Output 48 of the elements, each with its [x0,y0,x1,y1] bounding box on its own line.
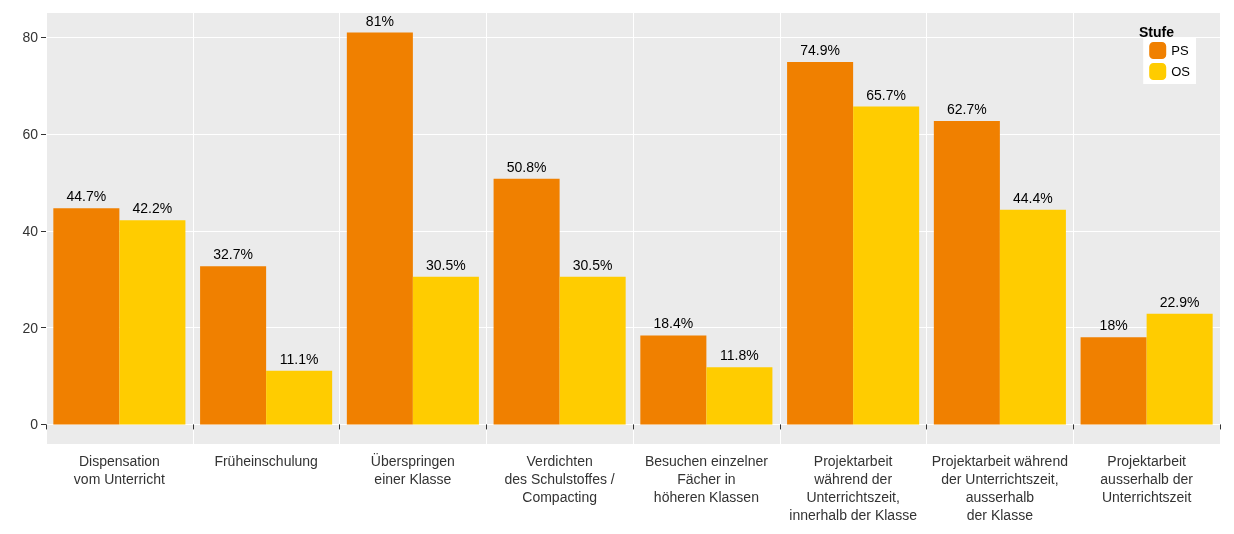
data-label: 18% [1099,317,1128,334]
data-label: 74.9% [800,42,840,59]
bar [53,208,120,425]
bar [266,370,333,425]
x-tick-label: Dispensation vom Unterricht [73,453,165,487]
y-tick-label: 60 [22,126,39,143]
bar [706,367,773,425]
legend-title: Stufe [1139,24,1175,40]
x-tick-label: Besuchen einzelner Fächer in höheren Klassen [644,453,769,505]
data-label: 11.8% [720,347,759,364]
data-label: 30.5% [426,256,466,273]
bar [1146,313,1213,425]
y-tick-label: 80 [22,29,39,46]
bar [346,32,413,425]
legend-label: OS [1171,64,1191,79]
data-label: 50.8% [506,158,547,175]
x-tick-label: Projektarbeit während der Unterrichtszeit, ausserhalb der Klasse [931,453,1068,523]
x-tick-label: Früheinschulung [214,453,318,469]
data-label: 30.5% [572,256,613,273]
data-label: 62.7% [947,101,987,118]
data-label: 32.7% [213,246,253,263]
data-label: 11.1% [279,350,319,367]
legend-label: PS [1171,43,1189,58]
bar [119,220,186,425]
bar [412,276,479,425]
data-label: 18.4% [653,315,694,332]
y-tick-label: 40 [22,222,39,239]
x-tick-label: Verdichten des Schulstoffes / Compacting [504,453,615,505]
bar [853,106,920,425]
bar [999,209,1066,425]
data-label: 81% [365,12,394,29]
bar [493,178,560,425]
bar [559,276,626,425]
data-label: 44.7% [66,188,107,205]
x-tick-label: Projektarbeit während der Unterrichtszeit, innerhalb der Klasse [789,453,918,523]
data-label: 22.9% [1159,293,1200,310]
bar [787,62,854,425]
y-tick-label: 0 [30,416,39,433]
x-tick-label: Projektarbeit ausserhalb der Unterrichtszeit [1100,453,1194,505]
data-label: 65.7% [866,86,906,103]
y-tick-label: 20 [22,319,39,336]
bar [1080,337,1147,425]
x-tick-label: Überspringen einer Klasse [370,452,455,487]
data-label: 42.2% [132,200,173,217]
bar [640,335,707,425]
data-label: 44.4% [1013,189,1053,206]
bar [933,121,1000,425]
bar [200,266,267,425]
